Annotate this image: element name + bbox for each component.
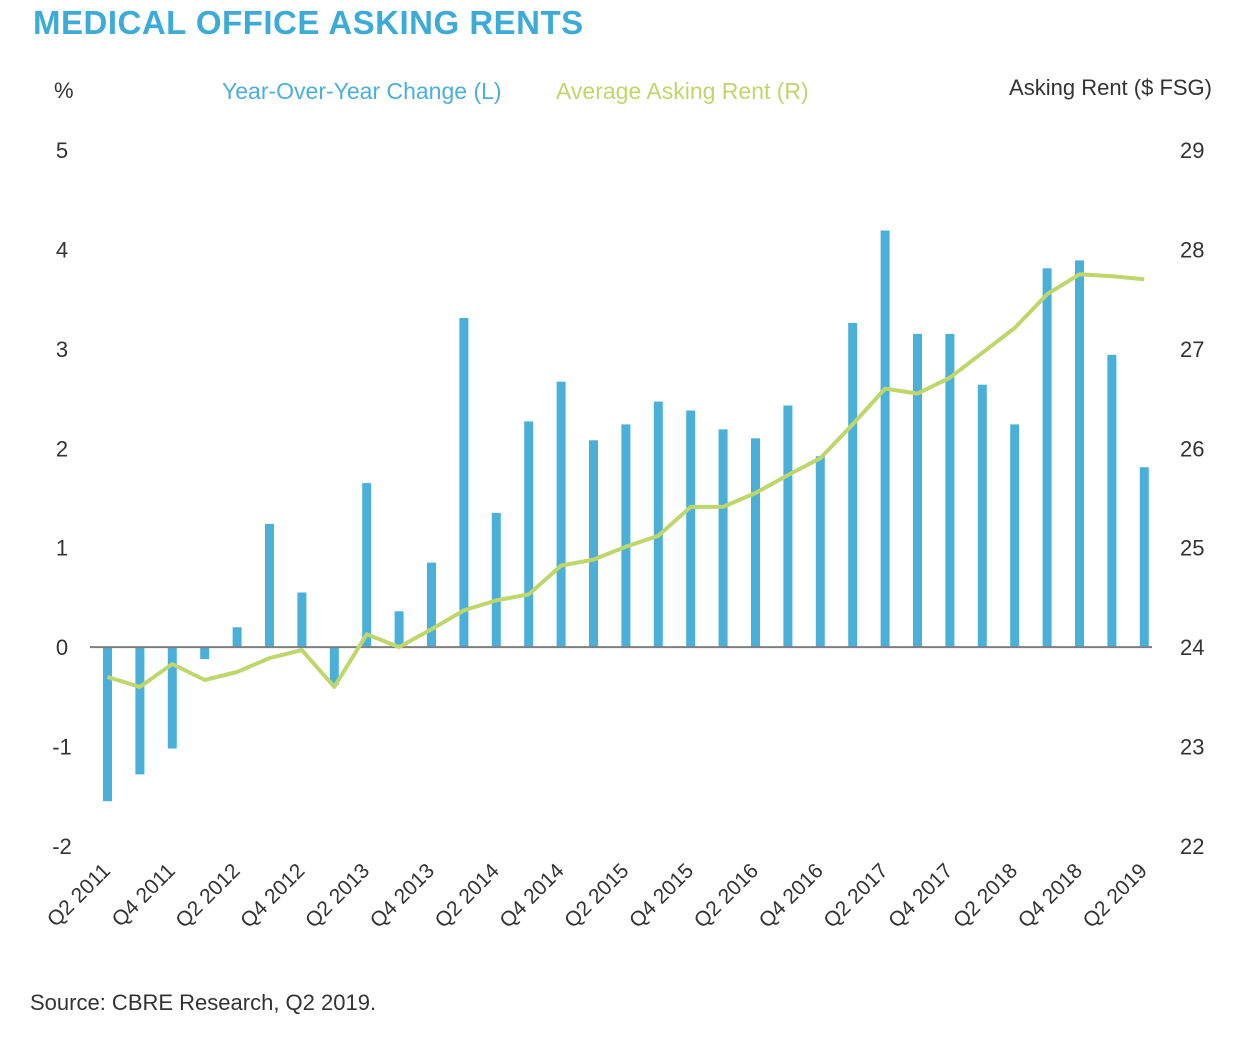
left-tick-7: -2: [52, 834, 72, 859]
bar-19: [718, 429, 728, 648]
bar-32: [1139, 467, 1149, 648]
x-tick-5: Q4 2013: [366, 859, 439, 932]
bar-2: [167, 647, 177, 749]
x-tick-9: Q4 2015: [625, 859, 698, 932]
bar-23: [848, 323, 858, 648]
bar-21: [783, 405, 793, 648]
x-tick-10: Q2 2016: [690, 859, 763, 932]
x-tick-1: Q4 2011: [108, 859, 180, 931]
right-tick-7: 22: [1180, 834, 1204, 859]
x-tick-6: Q2 2014: [431, 859, 504, 932]
x-tick-12: Q2 2017: [819, 859, 892, 932]
bars-layer: [103, 230, 1149, 802]
right-tick-1: 28: [1180, 237, 1204, 262]
legend-average-asking-rent: Average Asking Rent (R): [556, 78, 809, 104]
x-tick-8: Q2 2015: [560, 859, 633, 932]
bar-31: [1107, 354, 1117, 648]
bar-26: [945, 333, 955, 648]
left-axis-ticks: 5 4 3 2 1 0 -1 -2: [52, 138, 72, 859]
x-tick-15: Q4 2018: [1014, 859, 1087, 932]
x-tick-0: Q2 2011: [43, 859, 115, 931]
left-axis-unit: %: [54, 78, 74, 103]
right-axis-unit: Asking Rent ($ FSG): [1009, 75, 1212, 100]
x-tick-3: Q4 2012: [236, 859, 309, 932]
bar-20: [751, 438, 760, 648]
bar-9: [394, 611, 404, 648]
right-tick-4: 25: [1180, 536, 1204, 561]
bar-18: [686, 410, 696, 648]
bar-4: [232, 627, 242, 648]
bar-22: [815, 456, 825, 648]
bar-0: [103, 647, 112, 802]
bar-1: [135, 647, 145, 775]
bar-7: [329, 647, 339, 685]
right-tick-2: 27: [1180, 337, 1204, 362]
right-axis-ticks: 29 28 27 26 25 24 23 22: [1180, 138, 1204, 859]
bar-27: [977, 384, 987, 648]
chart-title: MEDICAL OFFICE ASKING RENTS: [33, 4, 584, 41]
source-note: Source: CBRE Research, Q2 2019.: [30, 990, 377, 1015]
bar-10: [427, 562, 436, 648]
rent-line: [106, 272, 1145, 689]
bar-30: [1075, 260, 1084, 648]
x-tick-7: Q4 2014: [495, 859, 568, 932]
bar-8: [362, 483, 372, 648]
left-tick-3: 2: [56, 436, 68, 461]
x-tick-14: Q2 2018: [949, 859, 1022, 932]
bar-13: [524, 421, 534, 648]
right-tick-0: 29: [1180, 138, 1204, 163]
left-tick-6: -1: [52, 735, 72, 760]
bar-17: [653, 401, 663, 648]
left-tick-5: 0: [56, 635, 68, 660]
right-tick-6: 23: [1180, 735, 1204, 760]
bar-29: [1042, 268, 1052, 648]
bar-24: [880, 230, 890, 648]
x-tick-11: Q4 2016: [755, 859, 828, 932]
bar-25: [913, 333, 922, 648]
bar-3: [200, 647, 210, 659]
left-tick-4: 1: [56, 536, 68, 561]
bar-16: [621, 424, 631, 648]
left-tick-1: 4: [56, 237, 68, 262]
bar-6: [297, 592, 307, 648]
right-tick-5: 24: [1180, 635, 1204, 660]
x-tick-13: Q4 2017: [884, 859, 957, 932]
left-tick-2: 3: [56, 337, 68, 362]
bar-11: [459, 318, 469, 648]
x-tick-4: Q2 2013: [301, 859, 374, 932]
x-tick-16: Q2 2019: [1079, 859, 1152, 932]
bar-14: [556, 381, 566, 648]
right-tick-3: 26: [1180, 436, 1204, 461]
bar-15: [589, 440, 598, 648]
left-tick-0: 5: [56, 138, 68, 163]
x-tick-2: Q2 2012: [171, 859, 244, 932]
bar-28: [1010, 424, 1020, 648]
legend-yoy-change: Year-Over-Year Change (L): [222, 78, 502, 104]
bar-12: [491, 512, 501, 648]
bar-5: [265, 523, 274, 648]
